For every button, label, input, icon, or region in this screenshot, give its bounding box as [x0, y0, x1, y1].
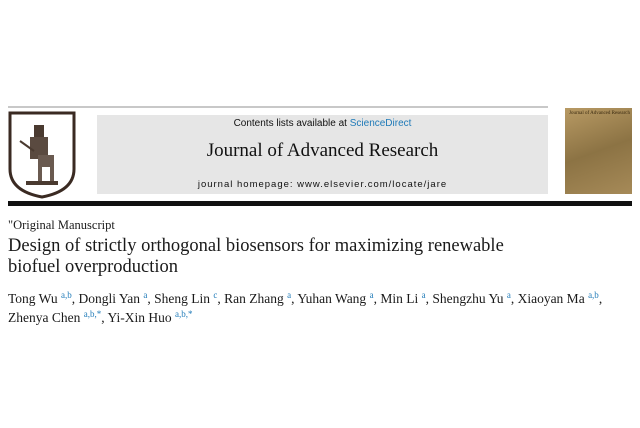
separator: ,: [510, 291, 518, 306]
author-list: Tong Wu a,b, Dongli Yan a, Sheng Lin c, …: [8, 289, 638, 327]
author-affiliation[interactable]: a: [506, 290, 511, 300]
separator: ,: [71, 291, 79, 306]
separator: ,: [373, 291, 381, 306]
author-affiliation[interactable]: a,b: [61, 290, 72, 300]
article-title: Design of strictly orthogonal biosensors…: [8, 236, 504, 277]
author-name[interactable]: Sheng Lin: [154, 291, 214, 306]
cairo-university-logo: [8, 111, 76, 199]
author-name[interactable]: Yuhan Wang: [297, 291, 370, 306]
author-name[interactable]: Dongli Yan: [78, 291, 144, 306]
article-type: "Original Manuscript: [8, 218, 115, 232]
author-affiliation[interactable]: a: [143, 290, 148, 300]
author-affiliation[interactable]: a,b: [588, 290, 599, 300]
author-name[interactable]: Ran Zhang: [224, 291, 288, 306]
author-name[interactable]: Tong Wu: [8, 291, 62, 306]
separator: ,: [425, 291, 433, 306]
separator: ,: [101, 310, 108, 325]
author-name[interactable]: Yi-Xin Huo: [107, 310, 175, 325]
author-affiliation[interactable]: a,b,*: [174, 309, 193, 319]
author-name[interactable]: Xiaoyan Ma: [517, 291, 589, 306]
author-affiliation[interactable]: a: [369, 290, 374, 300]
journal-cover-image: Journal of Advanced Research: [565, 108, 632, 194]
contents-line: Contents lists available at ScienceDirec…: [97, 118, 548, 129]
contents-text: Contents lists available at: [233, 118, 350, 129]
separator: ,: [291, 291, 298, 306]
journal-title: Journal of Advanced Research: [206, 140, 439, 161]
journal-homepage[interactable]: journal homepage: www.elsevier.com/locat…: [197, 179, 448, 190]
header-bottom-rule: [8, 201, 632, 206]
journal-banner: Contents lists available at ScienceDirec…: [97, 115, 548, 194]
author-affiliation[interactable]: a: [287, 290, 292, 300]
author-name[interactable]: Min Li: [380, 291, 422, 306]
separator: ,: [147, 291, 155, 306]
author-affiliation[interactable]: a: [421, 290, 426, 300]
header-top-rule: [8, 106, 548, 108]
author-affiliation[interactable]: a,b,*: [83, 309, 102, 319]
sciencedirect-link[interactable]: ScienceDirect: [349, 118, 412, 129]
separator: ,: [217, 291, 225, 306]
separator: ,: [598, 291, 603, 306]
author-name[interactable]: Zhenya Chen: [8, 310, 84, 325]
author-name[interactable]: Shengzhu Yu: [432, 291, 507, 306]
author-affiliation[interactable]: c: [213, 290, 218, 300]
